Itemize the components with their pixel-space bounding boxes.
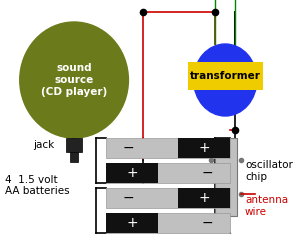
Text: sound
source
(CD player): sound source (CD player) — [41, 63, 107, 97]
Text: 4  1.5 volt
AA batteries: 4 1.5 volt AA batteries — [5, 175, 70, 196]
Bar — [188, 62, 263, 90]
Bar — [178, 138, 230, 158]
Text: antenna: antenna — [245, 195, 288, 205]
Text: transformer: transformer — [190, 71, 261, 81]
Text: chip: chip — [245, 172, 267, 182]
Text: wire: wire — [245, 207, 267, 217]
Bar — [215, 138, 237, 216]
Bar — [106, 138, 230, 158]
Bar — [178, 188, 230, 208]
Bar — [106, 188, 230, 208]
Bar — [106, 163, 158, 183]
Text: +: + — [126, 216, 138, 230]
Text: +: + — [198, 191, 210, 205]
Ellipse shape — [194, 44, 257, 116]
Text: −: − — [122, 141, 134, 155]
Ellipse shape — [20, 22, 128, 138]
Bar — [106, 213, 230, 233]
Text: −: − — [202, 216, 213, 230]
Text: jack: jack — [33, 140, 54, 150]
Text: oscillator: oscillator — [245, 160, 293, 170]
Text: +: + — [126, 166, 138, 180]
Text: −: − — [202, 166, 213, 180]
Text: +: + — [198, 141, 210, 155]
Text: −: − — [122, 191, 134, 205]
Bar — [70, 152, 78, 162]
Bar — [106, 163, 230, 183]
Bar — [66, 138, 82, 152]
Bar — [106, 213, 158, 233]
